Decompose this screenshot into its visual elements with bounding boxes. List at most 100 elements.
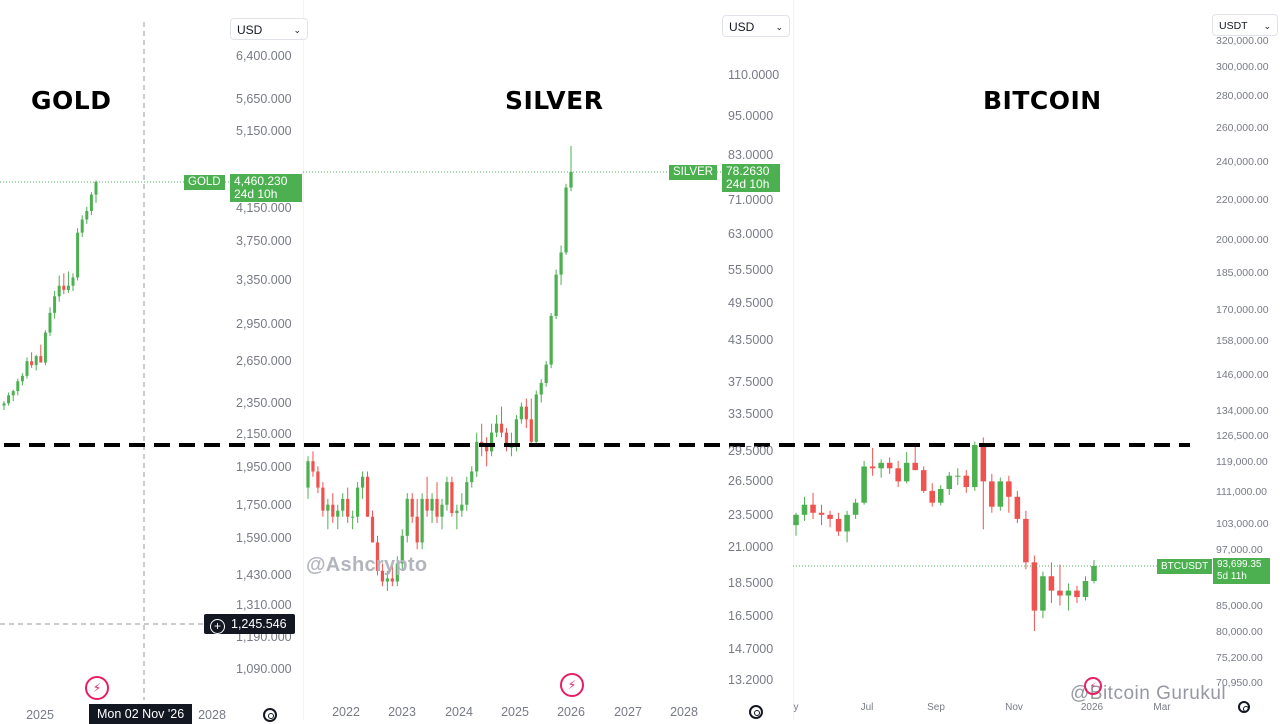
btc-candle-body <box>1074 590 1080 598</box>
gear-icon[interactable] <box>749 705 763 719</box>
btc-candle-body <box>989 481 995 507</box>
gear-icon[interactable] <box>1238 701 1250 713</box>
silver-countdown: 24d 10h <box>726 177 770 191</box>
gold-x-tick: 2028 <box>198 708 226 722</box>
btc-candle-body <box>955 475 961 477</box>
gold-candle-body <box>11 391 15 396</box>
silver-candle-body <box>509 446 514 448</box>
btc-y-tick: 260,000.00 <box>1216 122 1269 134</box>
silver-y-tick: 43.5000 <box>728 333 774 347</box>
lightning-icon[interactable]: ⚡ <box>560 673 584 697</box>
btc-x-tick: Jul <box>860 702 874 713</box>
btc-y-tick: 75,200.00 <box>1216 652 1263 664</box>
silver-y-tick: 71.0000 <box>728 193 774 207</box>
silver-y-tick: 21.0000 <box>728 540 774 554</box>
silver-candle-body <box>415 516 419 543</box>
silver-candle-body <box>425 498 429 511</box>
panel-divider <box>303 0 304 720</box>
silver-candle-body <box>380 570 385 582</box>
silver-candle-body <box>494 423 499 433</box>
btc-y-tick: 126,500.00 <box>1216 430 1269 442</box>
btc-y-tick: 97,000.00 <box>1216 544 1263 556</box>
btc-candle-body <box>903 462 910 482</box>
gold-symbol-tag: GOLD <box>184 175 225 190</box>
silver-candle-body <box>445 482 449 505</box>
btc-candle-body <box>929 490 935 503</box>
gold-currency-value: USD <box>237 23 263 37</box>
silver-candle-body <box>321 487 325 511</box>
silver-watermark: @Ashcrypto <box>306 554 428 576</box>
silver-candle-body <box>400 535 404 564</box>
silver-y-tick: 110.0000 <box>728 68 780 82</box>
silver-candle-body <box>365 476 370 517</box>
silver-y-tick: 29.5000 <box>728 444 774 458</box>
gold-currency-select[interactable]: USD ⌄ <box>230 18 308 40</box>
btc-candle-body <box>912 462 918 471</box>
lightning-icon[interactable]: ⚡ <box>1084 677 1102 695</box>
silver-title: SILVER <box>505 86 604 115</box>
btc-candle-body <box>810 504 816 513</box>
silver-candle-body <box>499 423 504 433</box>
btc-countdown: 5d 11h <box>1217 571 1247 582</box>
silver-candle-body <box>470 471 474 483</box>
btc-y-tick: 220,000.00 <box>1216 194 1269 206</box>
silver-candle-body <box>311 461 315 472</box>
silver-currency-select[interactable]: USD ⌄ <box>722 15 790 37</box>
btc-candle-body <box>946 475 953 489</box>
silver-candle-body <box>430 498 434 511</box>
btc-x-tick: Nov <box>1005 702 1023 713</box>
gold-candle-body <box>34 356 38 366</box>
btc-watermark: @Bitcoin Gurukul <box>1070 683 1227 704</box>
silver-candle-body <box>465 482 469 505</box>
gold-candle-body <box>48 312 52 333</box>
silver-x-tick: 2022 <box>332 705 360 719</box>
btc-y-tick: 146,000.00 <box>1216 369 1269 381</box>
btc-candle-body <box>878 462 884 469</box>
silver-x-tick: 2027 <box>614 705 642 719</box>
silver-candle-body <box>455 510 459 514</box>
gold-candle-body <box>66 285 70 290</box>
silver-y-tick: 63.0000 <box>728 227 774 241</box>
btc-y-tick: 280,000.00 <box>1216 90 1269 102</box>
btc-y-tick: 300,000.00 <box>1216 61 1269 73</box>
silver-y-tick: 55.5000 <box>728 263 774 277</box>
silver-candle-body <box>549 315 553 365</box>
gold-candle-body <box>80 219 84 233</box>
chevron-down-icon: ⌄ <box>1263 21 1271 31</box>
silver-candle-body <box>341 498 345 511</box>
lightning-icon[interactable]: ⚡ <box>85 676 109 700</box>
silver-candle-body <box>316 471 320 488</box>
silver-candle-body <box>356 487 360 517</box>
chevron-down-icon: ⌄ <box>775 22 783 32</box>
silver-candle-body <box>395 563 399 582</box>
btc-candle-body <box>844 514 850 532</box>
btc-candle-body <box>1006 481 1012 497</box>
btc-y-tick: 240,000.00 <box>1216 156 1269 168</box>
chevron-down-icon: ⌄ <box>293 25 301 35</box>
silver-candle-body <box>514 419 519 447</box>
gold-candle-body <box>2 403 6 406</box>
silver-symbol-tag: SILVER <box>669 165 718 180</box>
btc-symbol-tag: BTCUSDT <box>1157 559 1213 574</box>
gold-last-price: 4,460.230 <box>234 174 288 188</box>
silver-candle-body <box>485 446 489 452</box>
btc-candle-body <box>1031 562 1038 611</box>
silver-last-price-tag: 78.2630 24d 10h <box>722 164 780 192</box>
btc-candle-body <box>835 518 842 532</box>
plus-circle-icon[interactable]: + <box>210 619 225 634</box>
btc-candle-body <box>997 481 1004 507</box>
bitcoin-currency-select[interactable]: USDT ⌄ <box>1212 14 1278 36</box>
silver-candle-body <box>360 476 365 488</box>
silver-candle-body <box>524 406 528 420</box>
btc-candle-body <box>818 512 825 515</box>
silver-candle-body <box>331 504 335 517</box>
silver-candle-body <box>534 394 538 442</box>
gold-candle-body <box>39 356 43 363</box>
silver-y-tick: 33.5000 <box>728 407 774 421</box>
btc-y-tick: 111,000.00 <box>1216 486 1267 498</box>
silver-candle-body <box>385 578 390 582</box>
bitcoin-title: BITCOIN <box>983 86 1102 115</box>
btc-x-tick: 2026 <box>1080 702 1104 713</box>
silver-candle-body <box>569 172 573 188</box>
